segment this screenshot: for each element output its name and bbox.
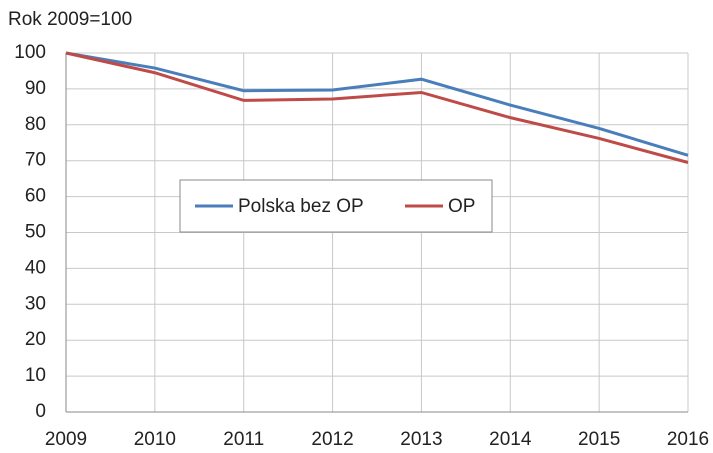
x-tick-label: 2012 <box>311 429 353 450</box>
legend-label: Polska bez OP <box>238 196 364 217</box>
y-tick-label: 60 <box>25 186 46 207</box>
y-tick-label: 40 <box>25 257 46 278</box>
x-tick-label: 2013 <box>400 429 442 450</box>
x-tick-label: 2011 <box>223 429 264 450</box>
y-tick-label: 90 <box>25 78 46 99</box>
x-tick-label: 2010 <box>134 429 176 450</box>
series-line <box>65 51 689 164</box>
legend-label: OP <box>448 196 475 217</box>
y-tick-label: 10 <box>25 365 46 386</box>
y-tick-label: 70 <box>25 150 46 171</box>
x-tick-label: 2015 <box>578 429 620 450</box>
y-tick-label: 50 <box>25 222 46 243</box>
chart-title: Rok 2009=100 <box>8 9 132 30</box>
y-tick-label: 30 <box>25 293 46 314</box>
y-tick-label: 80 <box>25 114 46 135</box>
x-tick-label: 2014 <box>489 429 532 450</box>
y-tick-label: 0 <box>35 401 46 422</box>
y-tick-label: 20 <box>25 329 46 350</box>
series-line <box>65 51 689 157</box>
x-tick-label: 2016 <box>667 429 709 450</box>
y-tick-label: 100 <box>14 42 46 63</box>
x-tick-label: 2009 <box>45 429 87 450</box>
